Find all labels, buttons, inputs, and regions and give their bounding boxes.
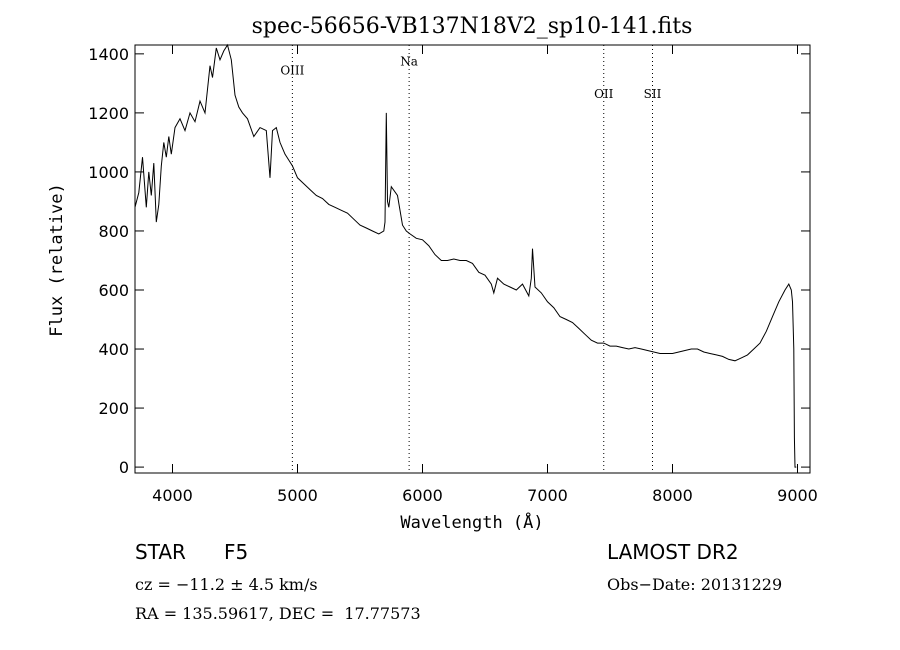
- y-tick-label: 1400: [88, 45, 129, 64]
- emission-line-markers: OIII Na OII SII: [280, 45, 662, 473]
- y-axis-label: Flux (relative): [47, 183, 67, 337]
- x-tick-label: 9000: [777, 486, 818, 505]
- emission-line-label: SII: [644, 87, 662, 101]
- survey-label: LAMOST DR2: [607, 540, 739, 564]
- emission-line-label: Na: [400, 55, 418, 69]
- x-tick-label: 7000: [527, 486, 568, 505]
- x-tick-label: 6000: [402, 486, 443, 505]
- subclass-label: F5: [223, 540, 249, 564]
- spectrum-line: [134, 43, 797, 468]
- x-tick-label: 8000: [652, 486, 693, 505]
- y-tick-label: 400: [98, 340, 129, 359]
- y-axis-ticks: 0 200 400 600 800 1000 1200 1400: [88, 45, 810, 477]
- redshift-text: cz = −11.2 ± 4.5 km/s: [135, 575, 318, 594]
- obs-date-text: Obs−Date: 20131229: [607, 575, 783, 594]
- x-tick-label: 5000: [277, 486, 318, 505]
- x-tick-label: 4000: [152, 486, 193, 505]
- x-axis-label: Wavelength (Å): [400, 511, 543, 533]
- y-tick-label: 1200: [88, 104, 129, 123]
- y-tick-label: 0: [119, 458, 129, 477]
- plot-area: OIII Na OII SII: [134, 43, 811, 474]
- class-label: STAR: [135, 540, 186, 564]
- x-axis-ticks: 4000 5000 6000 7000 8000 9000: [152, 45, 818, 505]
- emission-line-label: OIII: [280, 64, 304, 78]
- plot-frame: [134, 44, 811, 474]
- y-tick-label: 1000: [88, 163, 129, 182]
- emission-line-label: OII: [594, 87, 614, 101]
- y-tick-label: 800: [98, 222, 129, 241]
- y-tick-label: 200: [98, 399, 129, 418]
- object-class: STAR F5: [135, 540, 248, 564]
- chart-title: spec-56656-VB137N18V2_sp10-141.fits: [252, 14, 693, 39]
- coordinates-text: RA = 135.59617, DEC = 17.77573: [135, 604, 421, 623]
- y-tick-label: 600: [98, 281, 129, 300]
